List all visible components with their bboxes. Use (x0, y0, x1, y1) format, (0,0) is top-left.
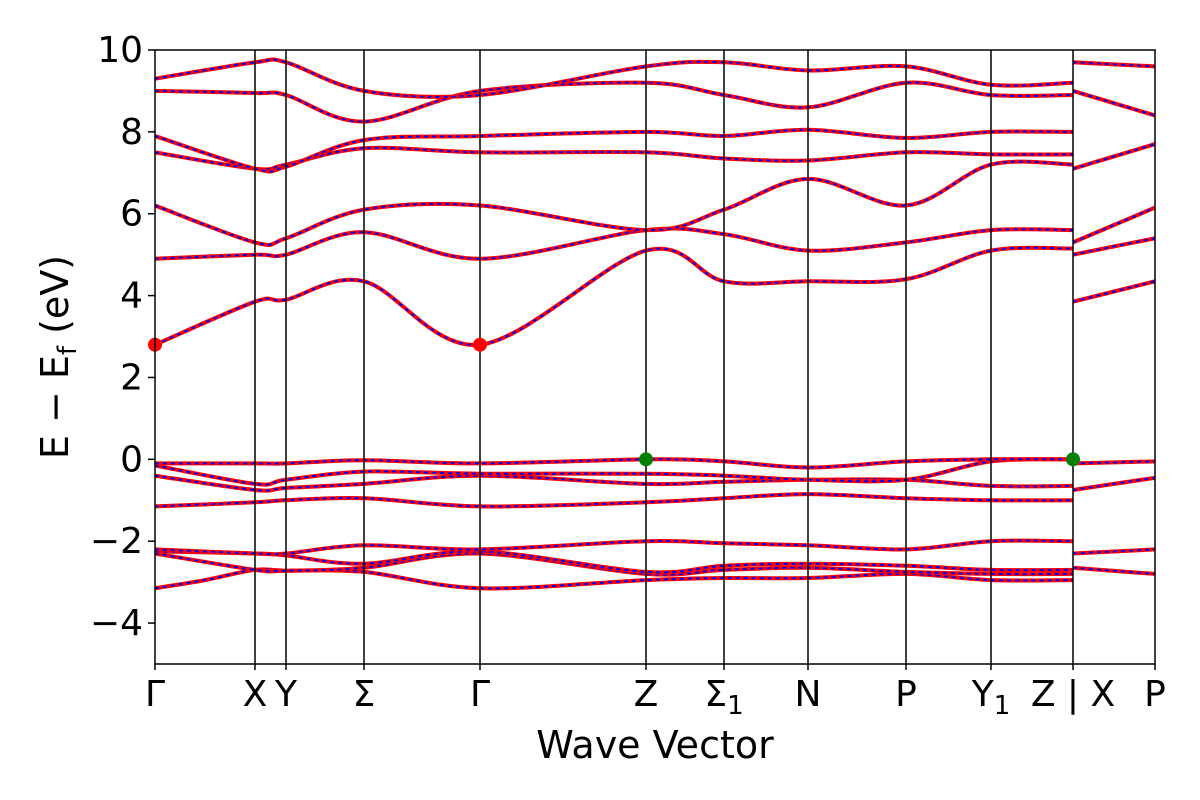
band-line-dashed-18 (1072, 460, 1155, 465)
band-line-dashed-9 (155, 227, 1074, 260)
kpoint-lines (254, 50, 1074, 664)
band-line-dashed-6 (155, 458, 1074, 486)
kpoint-label-7: N (795, 674, 822, 715)
band-line-dashed-11 (155, 146, 1074, 171)
kpoint-label-6: Σ1 (704, 674, 743, 721)
band-line-10 (155, 159, 1074, 247)
extrema-markers (148, 337, 1080, 467)
band-line-dashed-10 (155, 160, 1074, 246)
kpoint-label-5: Z (634, 674, 659, 715)
kpoint-label-8: P (895, 674, 917, 715)
band-line-dashed-24 (1072, 61, 1155, 68)
band-line-dashed-14 (155, 58, 1074, 98)
cbm-marker-1 (473, 337, 487, 352)
band-line-dashed-15 (1072, 566, 1155, 575)
y-tick-label-4: 4 (120, 276, 143, 317)
bands-layer (155, 57, 1155, 591)
plot-frame (154, 49, 1156, 665)
band-line-dashed-20 (1072, 237, 1155, 256)
y-tick-label-5: 6 (120, 194, 143, 235)
band-line-dashed-22 (1072, 143, 1155, 170)
band-line-9 (155, 226, 1074, 261)
vbm-marker-1 (1066, 452, 1080, 467)
band-line-dashed-16 (1072, 548, 1155, 555)
band-line-dashed-5 (155, 474, 1074, 492)
kpoint-label-11: P (1144, 674, 1166, 715)
x-axis-label: Wave Vector (536, 723, 774, 767)
y-axis-label: E − Ef (eV) (33, 255, 83, 459)
y-tick-label-0: −4 (90, 603, 143, 644)
kpoint-label-9: Y1 (971, 674, 1011, 721)
band-line-dashed-4 (155, 493, 1074, 508)
band-line-dashed-3 (155, 539, 1074, 556)
band-line-dashed-21 (1072, 206, 1155, 244)
band-line-dashed-0 (155, 568, 1074, 590)
kpoint-label-2: Y (274, 674, 298, 715)
band-line-13 (155, 80, 1074, 124)
band-line-dashed-12 (155, 128, 1074, 173)
y-tick-label-1: −2 (90, 521, 143, 562)
band-line-dashed-17 (1072, 476, 1155, 491)
kpoint-label-1: X (243, 674, 268, 715)
kpoint-label-3: Σ (353, 674, 376, 715)
band-line-dashed-19 (1072, 280, 1155, 303)
band-line-dashed-23 (1072, 89, 1155, 117)
kpoint-label-4: Γ (470, 674, 490, 715)
band-line-dashed-8 (155, 246, 1074, 346)
y-tick-label-7: 10 (97, 30, 143, 71)
y-tick-label-2: 0 (120, 439, 143, 480)
kpoint-label-0: Γ (145, 674, 165, 715)
y-axis-ticks: −4 −2 0 2 4 6 8 10 (90, 30, 155, 644)
band-line-8 (155, 245, 1074, 347)
band-line-14 (155, 57, 1074, 99)
vbm-marker-0 (639, 452, 653, 467)
y-tick-label-3: 2 (120, 357, 143, 398)
y-tick-label-6: 8 (120, 112, 143, 153)
x-axis-ticks: Γ X Y Σ Γ Z Σ1 N P Y1 Z | X P (145, 664, 1166, 721)
band-line-dashed-13 (155, 81, 1074, 123)
kpoint-label-10: Z | X (1031, 674, 1115, 715)
